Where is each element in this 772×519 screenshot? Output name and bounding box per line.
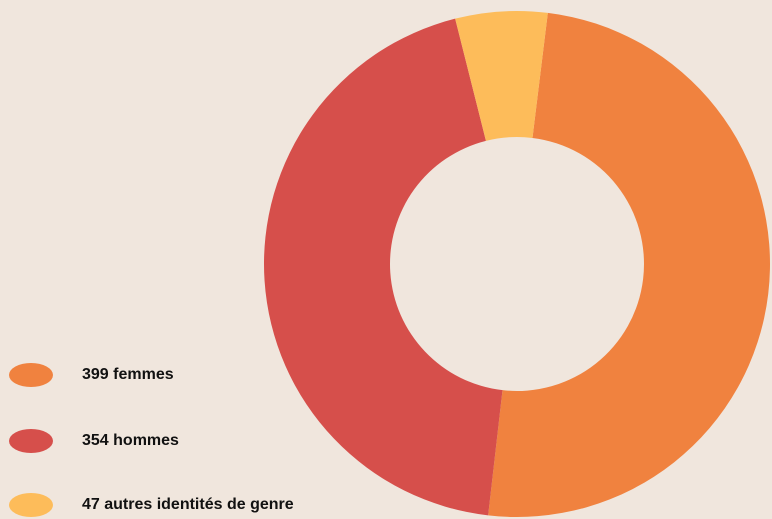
legend-swatch: [9, 493, 53, 517]
legend-label: 354 hommes: [82, 432, 179, 449]
donut-slice: [455, 10, 548, 141]
legend-label: 399 femmes: [82, 366, 174, 383]
legend-label: 47 autres identités de genre: [82, 496, 294, 513]
legend-swatch: [9, 363, 53, 387]
legend-swatch: [9, 429, 53, 453]
donut-slice: [263, 18, 503, 516]
donut-slice: [488, 12, 771, 518]
